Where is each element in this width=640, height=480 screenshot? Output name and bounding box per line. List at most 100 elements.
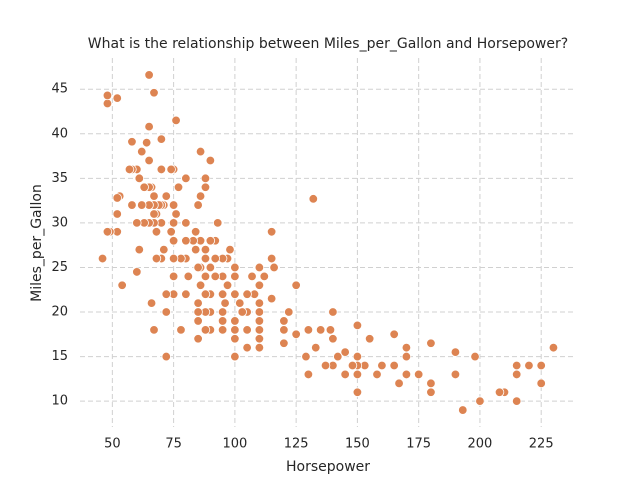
point bbox=[254, 342, 265, 353]
point bbox=[159, 244, 169, 255]
point bbox=[372, 369, 382, 380]
point bbox=[284, 307, 294, 317]
chart-title: What is the relationship between Miles_p… bbox=[88, 36, 568, 52]
point bbox=[254, 316, 265, 326]
point bbox=[426, 387, 436, 397]
point bbox=[401, 369, 412, 380]
x-tick-label: 175 bbox=[406, 437, 431, 452]
point bbox=[266, 253, 277, 264]
point bbox=[470, 351, 480, 362]
point bbox=[205, 236, 216, 246]
point bbox=[144, 155, 154, 166]
point bbox=[325, 325, 336, 335]
x-axis-label: Horsepower bbox=[286, 459, 370, 475]
point bbox=[193, 200, 203, 210]
point bbox=[225, 244, 235, 255]
point bbox=[254, 334, 265, 344]
point bbox=[151, 227, 162, 237]
y-tick-label: 15 bbox=[51, 349, 68, 364]
point bbox=[161, 351, 171, 362]
point bbox=[166, 227, 176, 237]
y-tick-label: 40 bbox=[51, 126, 68, 141]
point bbox=[266, 227, 277, 237]
point bbox=[210, 253, 220, 264]
point bbox=[494, 387, 505, 397]
point bbox=[217, 289, 228, 299]
point bbox=[320, 360, 331, 371]
point bbox=[193, 298, 203, 308]
point bbox=[193, 334, 203, 344]
x-tick-label: 200 bbox=[468, 437, 493, 452]
point bbox=[181, 173, 191, 184]
point bbox=[230, 316, 240, 326]
y-tick-label: 25 bbox=[51, 260, 68, 275]
point bbox=[237, 307, 247, 317]
point bbox=[112, 93, 122, 103]
point bbox=[333, 351, 343, 362]
point bbox=[149, 88, 159, 98]
point bbox=[340, 369, 350, 380]
point bbox=[149, 191, 159, 201]
point bbox=[328, 307, 338, 317]
point bbox=[352, 351, 363, 362]
point bbox=[117, 280, 127, 290]
point bbox=[161, 289, 171, 299]
y-axis-label: Miles_per_Gallon bbox=[29, 184, 45, 302]
point bbox=[112, 193, 122, 203]
point bbox=[347, 360, 358, 371]
point bbox=[210, 271, 220, 282]
point bbox=[220, 298, 230, 308]
point bbox=[450, 369, 461, 380]
point bbox=[230, 351, 240, 362]
point bbox=[266, 293, 277, 304]
point bbox=[181, 218, 191, 228]
point bbox=[217, 325, 228, 335]
point bbox=[102, 90, 113, 101]
point bbox=[200, 173, 211, 184]
point bbox=[401, 342, 412, 353]
point bbox=[181, 236, 191, 246]
point bbox=[161, 191, 171, 201]
point bbox=[146, 298, 157, 308]
point bbox=[242, 289, 252, 299]
point bbox=[102, 98, 113, 109]
point bbox=[217, 307, 228, 317]
point bbox=[217, 316, 228, 326]
point bbox=[195, 280, 206, 290]
point bbox=[511, 396, 522, 406]
point bbox=[102, 227, 113, 237]
point bbox=[193, 262, 203, 273]
point bbox=[137, 146, 147, 157]
point bbox=[364, 334, 375, 344]
point bbox=[132, 267, 142, 277]
x-tick-label: 75 bbox=[165, 437, 182, 452]
point bbox=[315, 325, 326, 335]
point bbox=[166, 164, 176, 175]
point bbox=[200, 244, 211, 255]
point bbox=[213, 218, 223, 228]
point bbox=[230, 325, 240, 335]
point bbox=[308, 194, 318, 204]
point bbox=[193, 316, 203, 326]
point bbox=[254, 262, 265, 273]
point bbox=[171, 115, 181, 126]
point bbox=[230, 289, 240, 299]
x-tick-label: 50 bbox=[104, 437, 121, 452]
point bbox=[134, 244, 145, 255]
point bbox=[171, 209, 181, 219]
point bbox=[279, 316, 289, 326]
point bbox=[149, 325, 159, 335]
point bbox=[183, 271, 194, 282]
point bbox=[254, 298, 265, 308]
point bbox=[190, 244, 201, 255]
point bbox=[141, 137, 152, 148]
point bbox=[200, 271, 211, 282]
point bbox=[205, 262, 216, 273]
point bbox=[168, 253, 179, 264]
point bbox=[450, 347, 461, 357]
point bbox=[132, 218, 142, 228]
point bbox=[301, 351, 311, 362]
point bbox=[279, 338, 289, 348]
point bbox=[458, 405, 468, 415]
point bbox=[426, 378, 436, 389]
